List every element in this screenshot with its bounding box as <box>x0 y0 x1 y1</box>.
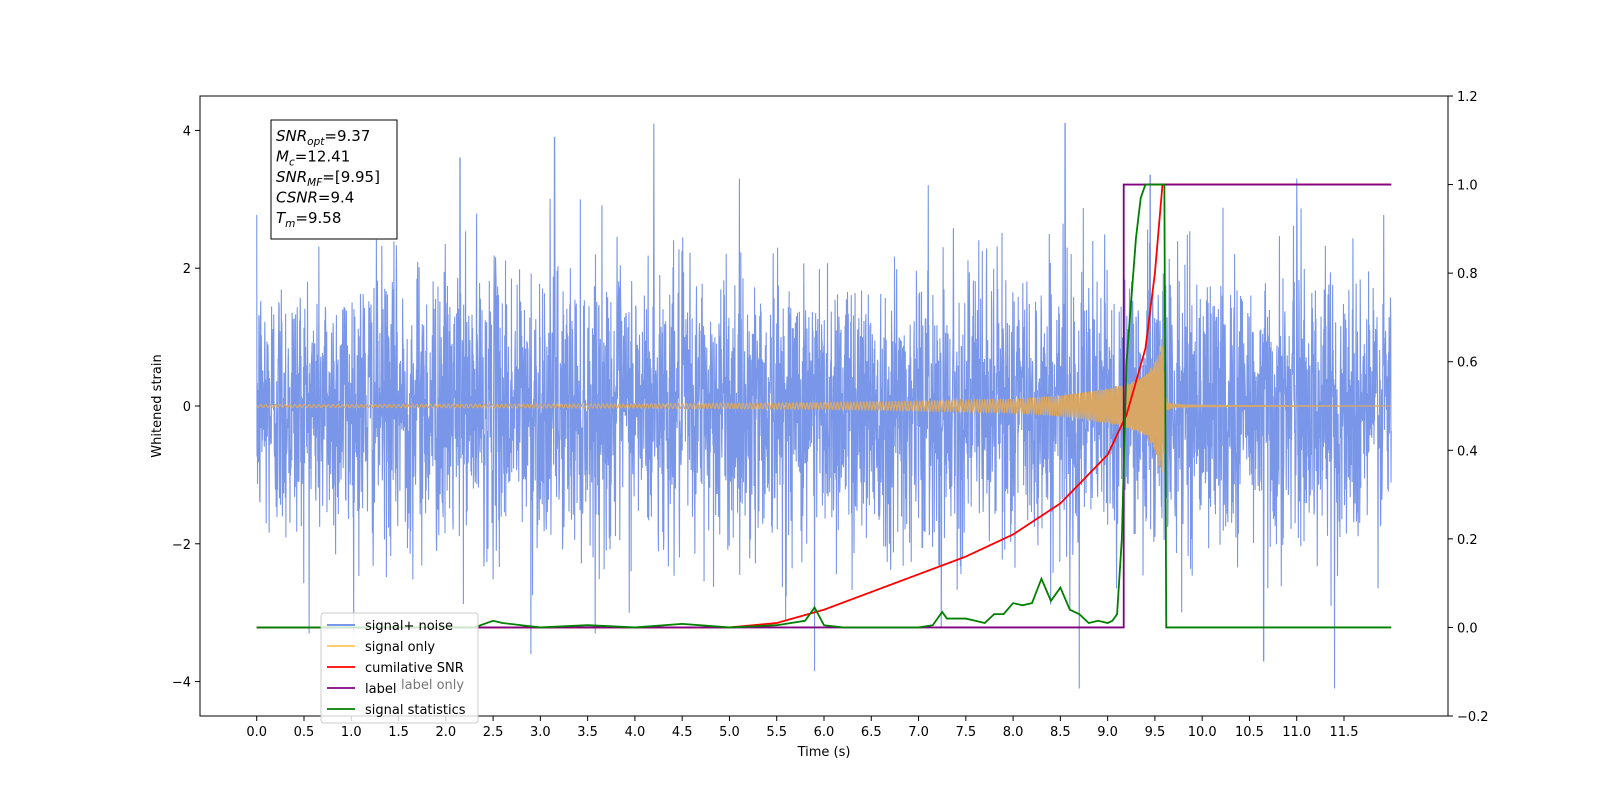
x-tick-label: 7.0 <box>908 725 929 740</box>
y-tick-label-left: 2 <box>183 262 191 277</box>
series-signal-noise-line <box>256 123 1392 689</box>
x-tick-label: 5.5 <box>766 725 787 740</box>
annotation-line: SNRopt=9.37 <box>276 127 370 148</box>
x-tick-label: 6.0 <box>814 725 835 740</box>
annotation-frame <box>270 119 398 240</box>
x-tick-label: 10.0 <box>1188 725 1217 740</box>
x-tick-label: 1.0 <box>341 725 362 740</box>
x-tick-label: 8.5 <box>1050 725 1071 740</box>
legend-entry-label: signal only <box>365 640 435 655</box>
x-tick-label: 8.0 <box>1003 725 1024 740</box>
x-tick-label: 9.5 <box>1145 725 1166 740</box>
y-tick-label-right: 0.6 <box>1457 356 1478 371</box>
x-tick-label: 1.5 <box>388 725 409 740</box>
y-axis-left: −4 −2 0 2 4 <box>172 124 200 691</box>
y-tick-label-right: 1.0 <box>1457 179 1478 194</box>
x-tick-label: 9.0 <box>1097 725 1118 740</box>
series-signal-statistics-line <box>256 183 1392 629</box>
legend-entry-label: label <box>365 682 396 697</box>
legend-entry-label: signal statistics <box>365 703 466 718</box>
x-tick-label: 3.5 <box>577 725 598 740</box>
series-label-line <box>256 183 1392 629</box>
x-tick-label: 4.5 <box>672 725 693 740</box>
y-tick-label-left: 0 <box>183 400 191 415</box>
x-tick-label: 7.5 <box>955 725 976 740</box>
x-axis-label: Time (s) <box>797 745 851 760</box>
y-tick-label-right: −0.2 <box>1457 710 1489 725</box>
legend: label only signal+ noise signal only cumila… <box>320 612 479 724</box>
x-tick-label: 2.5 <box>483 725 504 740</box>
y-tick-label-left: −4 <box>172 676 191 691</box>
y-tick-label-right: 0.2 <box>1457 533 1478 548</box>
x-tick-label: 11.0 <box>1282 725 1311 740</box>
x-tick-label: 11.5 <box>1330 725 1359 740</box>
x-tick-label: 6.5 <box>861 725 882 740</box>
legend-entry-label: cumilative SNR <box>365 661 464 676</box>
x-tick-label: 10.5 <box>1235 725 1264 740</box>
x-tick-label: 0.0 <box>246 725 267 740</box>
y-tick-label-right: 1.2 <box>1457 90 1478 105</box>
annotation-line: CSNR=9.4 <box>276 189 354 207</box>
x-tick-label: 3.0 <box>530 725 551 740</box>
y-axis-right: −0.2 0.0 0.2 0.4 0.6 0.8 1.0 1.2 <box>1448 90 1489 725</box>
y-tick-label-left: 4 <box>183 124 191 139</box>
legend-hidden-text: label only <box>401 678 464 693</box>
series-signal-only-shade <box>256 339 1392 473</box>
annotation-line: Mc=12.41 <box>276 148 350 169</box>
annotation-line: Tm=9.58 <box>276 209 341 230</box>
x-tick-label: 4.0 <box>625 725 646 740</box>
y-axis-label: Whitened strain <box>150 354 165 457</box>
legend-frame <box>320 612 479 724</box>
annotation-line: SNRMF=[9.95] <box>276 168 380 189</box>
x-tick-label: 5.0 <box>719 725 740 740</box>
legend-entry-label: signal+ noise <box>365 619 453 634</box>
y-tick-label-right: 0.8 <box>1457 267 1478 282</box>
x-tick-label: 0.5 <box>294 725 315 740</box>
y-tick-label-right: 0.0 <box>1457 621 1478 636</box>
x-axis: 0.0 0.5 1.0 1.5 2.0 2.5 3.0 3.5 4.0 4.5 5.0 5.5 6.0 6… <box>246 716 1358 740</box>
x-tick-label: 2.0 <box>435 725 456 740</box>
y-tick-label-right: 0.4 <box>1457 444 1478 459</box>
y-tick-label-left: −2 <box>172 538 191 553</box>
